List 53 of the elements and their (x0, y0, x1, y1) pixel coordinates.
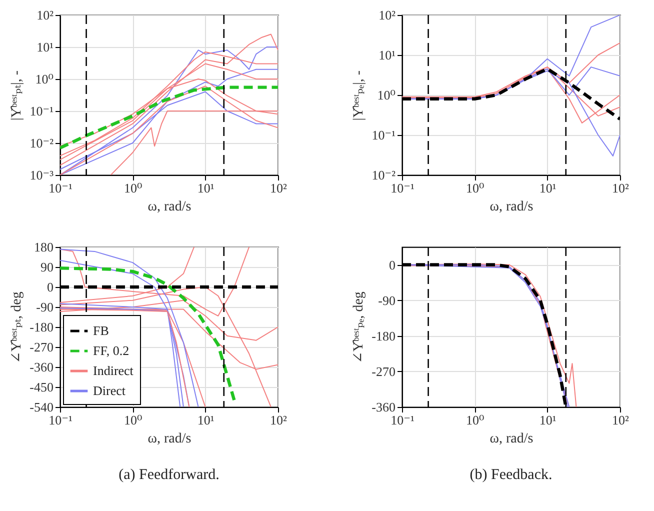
y-tick-label: -270 (30, 340, 54, 354)
y-tick-label: 90 (40, 260, 54, 274)
text: (b) Feedback. (470, 467, 552, 483)
x-axis-title: ω, rad/s (148, 432, 192, 446)
x-tick-label: 10⁻¹ (390, 412, 414, 428)
y-tick-label: 0 (47, 280, 54, 294)
x-tick-label: 10² (612, 180, 630, 196)
x-tick-label: 10² (270, 412, 288, 428)
y-tick-label: 10⁰ (35, 72, 54, 86)
y-tick-label: -90 (378, 292, 396, 308)
y-tick-label: -90 (36, 300, 54, 314)
x-tick-label: 10¹ (539, 412, 556, 428)
y-tick-label: -540 (30, 400, 54, 414)
y-axis-title: ∠Υ̂ᵇᵉˢᵗₚₑ, deg (352, 292, 367, 364)
text: (a) Feedforward. (118, 467, 220, 483)
y-axis-title: ∠Υ̂ᵇᵉˢᵗₚₜ, deg (10, 292, 25, 364)
y-tick-label: 10¹ (36, 40, 54, 54)
x-axis-title: ω, rad/s (490, 200, 534, 214)
y-tick-label: 10¹ (378, 48, 396, 62)
legend-label: FF, 0.2 (93, 343, 130, 358)
x-tick-label: 10⁰ (466, 412, 484, 428)
x-tick-label: 10² (270, 180, 288, 196)
y-axis-title: |Υ̂ᵇᵉˢᵗₚₑ|, - (352, 70, 367, 121)
y-tick-label: -180 (372, 328, 396, 344)
x-tick-label: 10¹ (197, 412, 214, 428)
y-tick-label: 0 (389, 257, 396, 272)
y-tick-label: 10⁻² (30, 136, 54, 150)
x-tick-label: 10¹ (197, 180, 214, 196)
y-tick-label: 10⁻³ (30, 168, 54, 182)
x-tick-label: 10¹ (539, 180, 556, 196)
y-tick-label: 10⁻² (372, 168, 396, 182)
y-tick-label: -270 (372, 364, 396, 379)
y-tick-label: 10² (36, 8, 54, 22)
x-tick-label: 10⁰ (124, 180, 142, 196)
y-tick-label: 10⁰ (377, 88, 396, 102)
y-tick-label: -180 (30, 320, 54, 334)
legend-label: Indirect (93, 363, 134, 378)
y-tick-label: 180 (34, 240, 54, 254)
y-tick-label: -360 (372, 400, 396, 414)
legend-label: FB (93, 323, 110, 338)
y-tick-label: 10⁻¹ (372, 128, 396, 142)
x-tick-label: 10⁰ (124, 412, 142, 428)
x-tick-label: 10⁰ (466, 180, 484, 196)
x-axis-title: ω, rad/s (490, 432, 534, 446)
y-tick-label: 10² (378, 8, 396, 22)
legend-label: Direct (93, 383, 126, 398)
y-tick-label: -360 (30, 360, 54, 374)
x-axis-title: ω, rad/s (148, 200, 192, 214)
x-tick-label: 10² (612, 412, 630, 428)
x-tick-label: 10⁻¹ (390, 180, 414, 196)
y-axis-title: |Υ̂ᵇᵉˢᵗₚₜ|, - (10, 70, 25, 121)
y-tick-label: 10⁻¹ (30, 104, 54, 118)
y-tick-label: -450 (30, 380, 54, 394)
